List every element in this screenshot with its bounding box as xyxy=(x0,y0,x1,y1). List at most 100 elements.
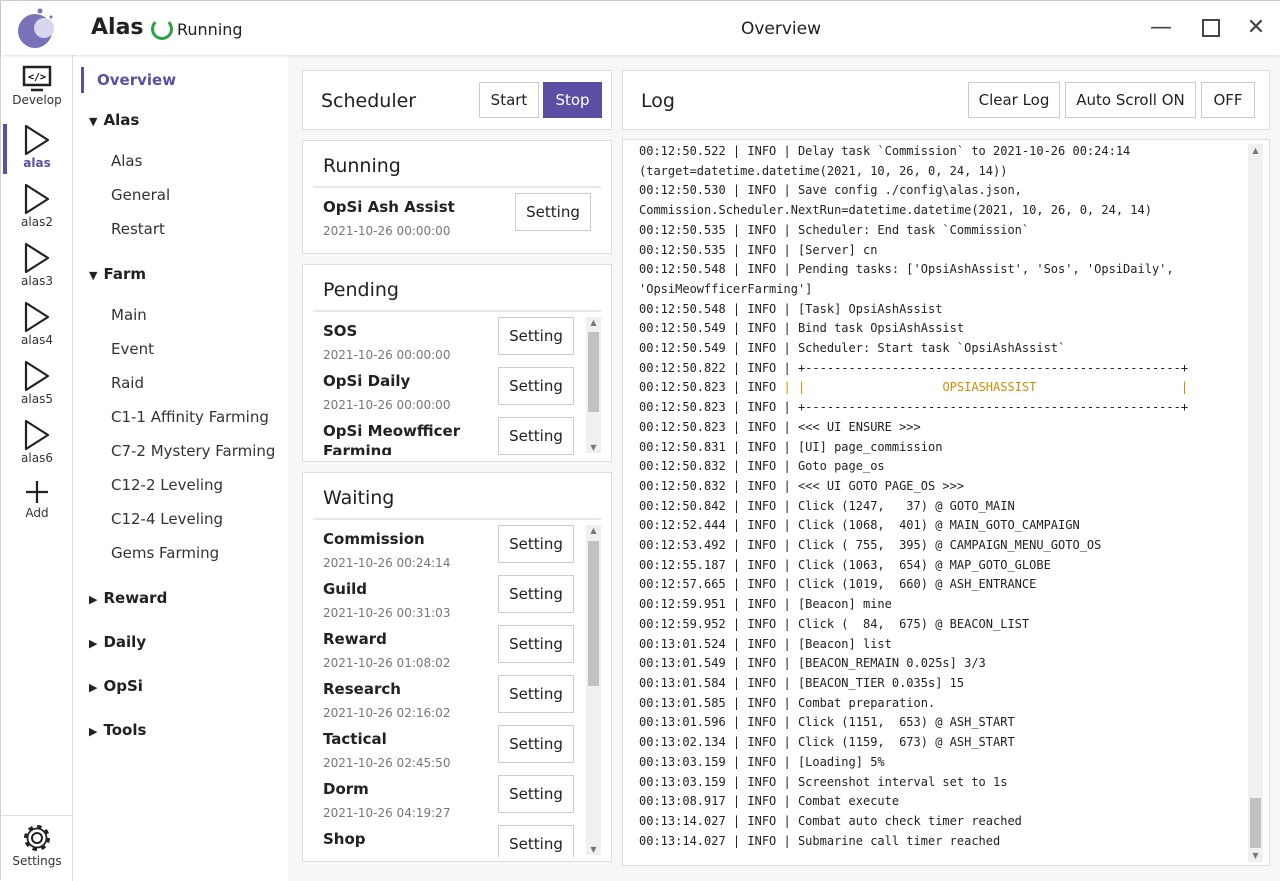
task-setting-button[interactable]: Setting xyxy=(498,575,574,613)
log-title: Log xyxy=(641,90,675,112)
log-line: 00:12:50.842 | INFO | Click (1247, 37) @… xyxy=(639,498,1015,513)
task-setting-button[interactable]: Setting xyxy=(515,193,591,231)
pending-scrollbar[interactable]: ▲ ▼ xyxy=(586,317,601,453)
task-setting-button[interactable]: Setting xyxy=(498,367,574,405)
task-name: OpSi Meowfficer Farming xyxy=(323,422,461,455)
task-name: Tactical xyxy=(323,730,387,748)
play-icon xyxy=(1,183,73,215)
log-line: 00:12:50.522 | INFO | Delay task `Commis… xyxy=(639,144,1131,158)
log-header: Log Clear Log Auto Scroll ON OFF xyxy=(622,70,1270,130)
nav-item[interactable]: C7-2 Mystery Farming xyxy=(111,442,276,460)
caret-right-icon: ▶ xyxy=(89,593,98,606)
caret-down-icon: ▼ xyxy=(89,269,98,282)
scheduler-title: Scheduler xyxy=(321,90,417,112)
log-line: 00:12:50.823 | INFO | +-----------------… xyxy=(639,400,1189,415)
log-line: 00:12:50.831 | INFO | [UI] page_commissi… xyxy=(639,439,943,454)
task-next-run: 2021-10-26 02:16:02 xyxy=(323,706,451,720)
nav-overview[interactable]: Overview xyxy=(81,67,176,93)
task-name: Shop xyxy=(323,830,366,848)
rail-item-alas5[interactable]: alas5 xyxy=(1,360,73,406)
minimize-button[interactable]: — xyxy=(1150,15,1172,40)
log-scrollbar[interactable]: ▲ ▼ xyxy=(1248,144,1263,862)
divider xyxy=(313,518,601,520)
auto-scroll-on-button[interactable]: Auto Scroll ON xyxy=(1065,82,1196,118)
running-title: Running xyxy=(323,155,401,177)
log-line: 00:12:50.548 | INFO | Pending tasks: ['O… xyxy=(639,262,1174,277)
rail-item-alas2[interactable]: alas2 xyxy=(1,183,73,229)
log-line: 00:13:03.159 | INFO | Screenshot interva… xyxy=(639,774,1008,789)
settings-button[interactable]: Settings xyxy=(1,815,73,868)
maximize-button[interactable] xyxy=(1196,15,1226,37)
play-icon xyxy=(1,419,73,451)
task-next-run: 2021-10-26 00:00:00 xyxy=(323,224,451,238)
nav-item[interactable]: C12-4 Leveling xyxy=(111,510,224,528)
log-line: 00:13:01.585 | INFO | Combat preparation… xyxy=(639,695,936,710)
task-setting-button[interactable]: Setting xyxy=(498,417,574,455)
waiting-title: Waiting xyxy=(323,487,395,509)
task-setting-button[interactable]: Setting xyxy=(498,775,574,813)
nav-group-reward[interactable]: ▶ Reward xyxy=(89,589,167,607)
caret-right-icon: ▶ xyxy=(89,725,98,738)
task-item: SOS 2021-10-26 00:00:00 xyxy=(323,321,488,362)
plus-icon xyxy=(1,478,73,506)
nav-item[interactable]: C1-1 Affinity Farming xyxy=(111,408,269,426)
rail-item-add[interactable]: Add xyxy=(1,478,73,520)
task-next-run: 2021-10-26 00:00:00 xyxy=(323,348,451,362)
rail-item-label: Develop xyxy=(12,93,62,107)
nav-group-label: OpSi xyxy=(103,677,143,695)
rail-item-label: alas2 xyxy=(21,215,53,229)
app-name: Alas xyxy=(91,15,144,40)
task-next-run: 2021-10-26 01:08:02 xyxy=(323,656,451,670)
task-setting-button[interactable]: Setting xyxy=(498,317,574,355)
nav-item[interactable]: C12-2 Leveling xyxy=(111,476,224,494)
rail-item-alas3[interactable]: alas3 xyxy=(1,242,73,288)
main-area: Scheduler Start Stop Running OpSi Ash Ass… xyxy=(288,55,1280,881)
divider xyxy=(313,310,601,312)
log-line: 00:13:01.549 | INFO | [BEACON_REMAIN 0.0… xyxy=(639,656,986,671)
play-icon xyxy=(1,360,73,392)
task-item: Tactical 2021-10-26 02:45:50 xyxy=(323,729,488,770)
nav-item[interactable]: Raid xyxy=(111,374,144,392)
rail-item-alas4[interactable]: alas4 xyxy=(1,301,73,347)
rail-item-develop[interactable]: </> Develop xyxy=(1,65,73,107)
nav-group-alas[interactable]: ▼ Alas xyxy=(89,111,139,129)
task-item: Reward 2021-10-26 01:08:02 xyxy=(323,629,488,670)
rail-item-alas6[interactable]: alas6 xyxy=(1,419,73,465)
title-bar: Alas Running Overview — ✕ xyxy=(1,1,1280,55)
task-next-run: 2021-10-26 00:00:00 xyxy=(323,398,451,412)
log-line: 00:12:50.822 | INFO | +-----------------… xyxy=(639,360,1189,375)
task-setting-button[interactable]: Setting xyxy=(498,725,574,763)
settings-label: Settings xyxy=(12,854,62,868)
start-button[interactable]: Start xyxy=(479,82,539,118)
play-icon xyxy=(1,242,73,274)
log-line: 00:12:50.535 | INFO | Scheduler: End tas… xyxy=(639,222,1030,237)
close-button[interactable]: ✕ xyxy=(1246,15,1266,40)
log-line: Commission.Scheduler.NextRun=datetime.da… xyxy=(639,203,1152,218)
task-name: Commission xyxy=(323,530,425,548)
nav-group-opsi[interactable]: ▶ OpSi xyxy=(89,677,143,695)
window-title: Overview xyxy=(740,19,822,39)
task-setting-button[interactable]: Setting xyxy=(498,525,574,563)
auto-scroll-off-button[interactable]: OFF xyxy=(1201,82,1255,118)
nav-group-daily[interactable]: ▶ Daily xyxy=(89,633,146,651)
nav-item[interactable]: General xyxy=(111,186,171,204)
rail-item-label: alas6 xyxy=(21,451,53,465)
log-output: 00:12:50.522 | INFO | Delay task `Commis… xyxy=(639,142,1239,851)
clear-log-button[interactable]: Clear Log xyxy=(968,82,1060,118)
waiting-scrollbar[interactable]: ▲ ▼ xyxy=(586,525,601,855)
task-setting-button[interactable]: Setting xyxy=(498,825,574,857)
nav-item[interactable]: Main xyxy=(111,306,147,324)
nav-item[interactable]: Event xyxy=(111,340,154,358)
log-line: 00:12:55.187 | INFO | Click (1063, 654) … xyxy=(639,557,1051,572)
task-setting-button[interactable]: Setting xyxy=(498,675,574,713)
rail-item-alas[interactable]: alas xyxy=(1,124,73,174)
task-setting-button[interactable]: Setting xyxy=(498,625,574,663)
stop-button[interactable]: Stop xyxy=(543,82,602,118)
running-spinner-icon xyxy=(151,18,173,40)
pending-title: Pending xyxy=(323,279,399,301)
nav-item[interactable]: Restart xyxy=(111,220,165,238)
nav-item[interactable]: Alas xyxy=(111,152,143,170)
nav-group-tools[interactable]: ▶ Tools xyxy=(89,721,146,739)
nav-group-farm[interactable]: ▼ Farm xyxy=(89,265,146,283)
nav-item[interactable]: Gems Farming xyxy=(111,544,220,562)
